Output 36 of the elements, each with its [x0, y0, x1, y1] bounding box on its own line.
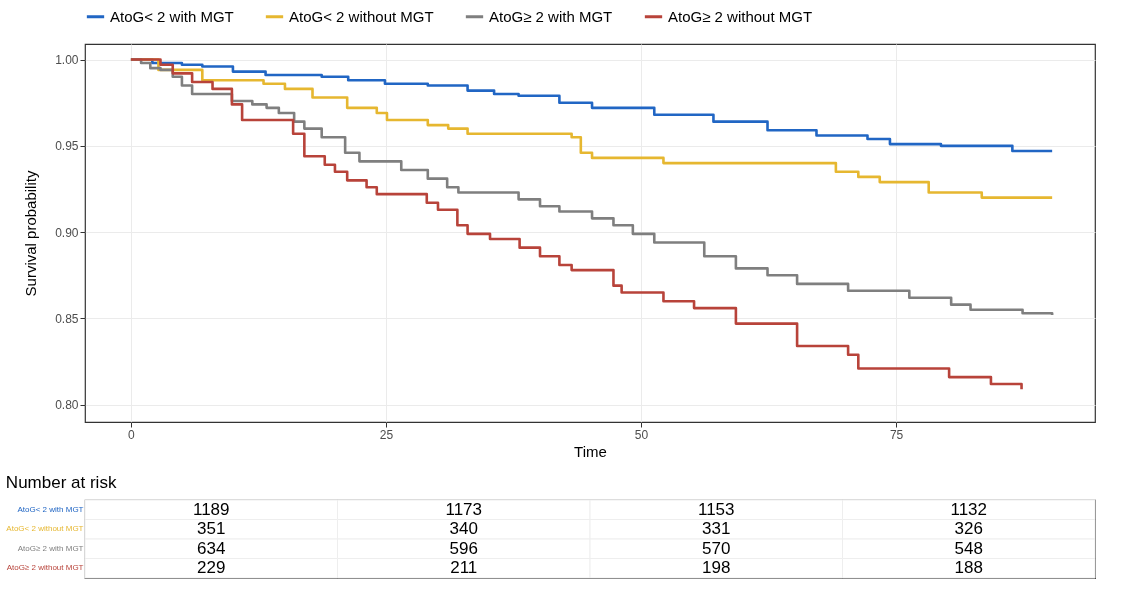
data-label: 1173	[445, 499, 483, 519]
data-label: 326	[954, 519, 983, 539]
data-label: 570	[702, 538, 731, 558]
legend-label: AtoG≥ 2 without MGT	[668, 7, 813, 25]
data-label: 229	[197, 558, 226, 578]
y-tick-label: AtoG≥ 2 with MGT	[17, 543, 84, 553]
data-label: 340	[449, 519, 478, 539]
data-label: 188	[954, 558, 983, 578]
x-tick-label: 50	[634, 427, 649, 442]
x-tick-label: 0	[128, 427, 136, 442]
data-label: 351	[197, 519, 226, 539]
legend-label: AtoG< 2 without MGT	[289, 7, 434, 25]
data-label: 548	[954, 538, 983, 558]
data-label: 1189	[192, 499, 230, 519]
data-label: 1153	[697, 499, 735, 519]
x-axis-title: Time	[574, 442, 607, 460]
x-tick-label: 25	[379, 427, 394, 442]
chart-title: Number at risk	[5, 472, 117, 492]
y-tick-label: 0.95	[55, 139, 79, 154]
data-label: 596	[449, 538, 478, 558]
x-tick-label: 75	[889, 427, 904, 442]
y-tick-label: AtoG< 2 without MGT	[6, 524, 84, 534]
y-tick-label: 0.85	[55, 311, 79, 326]
y-tick-label: AtoG< 2 with MGT	[17, 504, 84, 514]
y-tick-label: AtoG≥ 2 without MGT	[6, 563, 84, 573]
data-label: 634	[197, 538, 226, 558]
data-label: 211	[450, 558, 478, 578]
data-label: 331	[702, 519, 731, 539]
y-tick-label: 0.90	[55, 225, 79, 240]
data-label: 198	[702, 558, 731, 578]
y-axis-title: Survival probability	[22, 170, 40, 297]
data-label: 1132	[950, 499, 988, 519]
legend-label: AtoG< 2 with MGT	[110, 7, 234, 25]
y-tick-label: 1.00	[55, 53, 79, 68]
legend-label: AtoG≥ 2 with MGT	[489, 7, 613, 25]
y-tick-label: 0.80	[55, 398, 79, 413]
